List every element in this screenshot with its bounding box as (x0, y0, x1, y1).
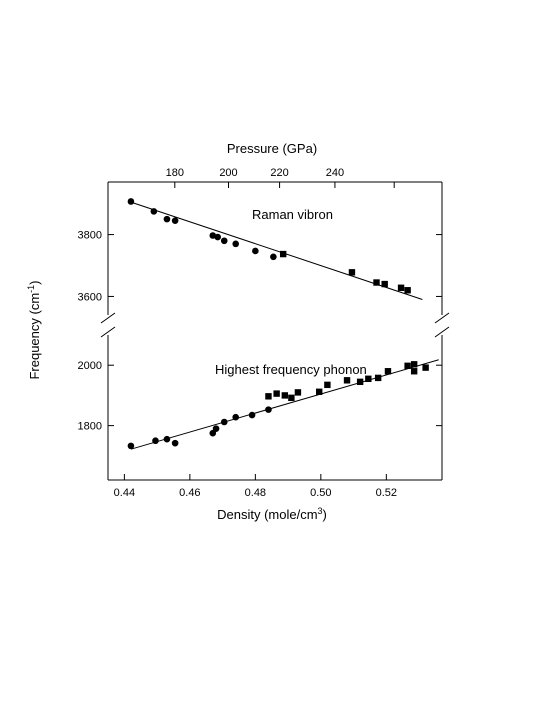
x-axis-title: Density (mole/cm3) (217, 506, 327, 522)
x-tick-label: 0.50 (310, 487, 331, 499)
data-point-circle (163, 435, 171, 443)
annotation-raman-vibron: Raman vibron (252, 207, 333, 222)
data-point-circle (270, 253, 277, 261)
x-axis-title-end: ) (323, 507, 327, 522)
data-point-square (373, 279, 380, 286)
x-tick-label: 0.48 (245, 487, 266, 499)
top-tick-label: 180 (166, 167, 184, 179)
data-point-square (356, 378, 364, 386)
data-point-square (404, 362, 411, 370)
y-tick-label: 1800 (78, 421, 102, 433)
data-point-square (365, 375, 372, 383)
data-point-square (422, 364, 429, 371)
annotation-highest-frequency-phonon: Highest frequency phonon (215, 362, 367, 377)
data-point-square (294, 389, 302, 396)
data-point-square (384, 368, 392, 375)
data-point-circle (171, 439, 179, 447)
y-axis-title-sup: -1 (26, 285, 36, 293)
break-mark-right-2 (434, 326, 450, 338)
y-tick-label: 3800 (78, 230, 102, 242)
x-tick-label: 0.52 (376, 487, 397, 499)
data-point-circle (152, 437, 159, 445)
data-point-square (288, 394, 295, 402)
data-point-circle (171, 217, 179, 224)
top-tick-label: 200 (219, 167, 237, 179)
fit-line (130, 359, 439, 450)
x-tick-label: 0.46 (179, 487, 200, 499)
data-point-circle (212, 425, 220, 432)
x-axis-title-main: Density (mole/cm (217, 507, 317, 522)
top-tick-label: 220 (270, 167, 288, 179)
break-mark-right-1 (434, 312, 450, 324)
data-point-circle (232, 413, 240, 421)
data-point-circle (209, 429, 217, 437)
data-point-square (348, 269, 356, 276)
data-point-square (381, 280, 388, 288)
data-point-circle (265, 406, 272, 413)
data-point-square (273, 390, 280, 397)
y-tick-label: 3600 (78, 291, 102, 303)
axis-ticks: 0.44 0.46 0.48 0.50 0.52 180 200 220 240 3600 3800… (78, 167, 442, 499)
data-point-circle (232, 240, 240, 248)
y-axis-title: Frequency (cm-1) (26, 280, 42, 379)
top-tick-label: 240 (326, 167, 344, 179)
data-point-square (410, 368, 418, 375)
data-point-square (279, 250, 287, 258)
data-point-circle (150, 208, 158, 215)
data-point-square (397, 284, 405, 291)
data-point-square (324, 381, 331, 389)
data-point-circle (220, 237, 228, 245)
data-point-circle (127, 198, 135, 205)
break-mark-left-1 (100, 312, 116, 324)
data-point-circle (220, 418, 228, 426)
data-point-circle (163, 215, 171, 223)
data-point-square (316, 388, 323, 395)
y-axis-title-end: ) (27, 280, 42, 284)
y-axis-title-main: Frequency (cm (27, 293, 42, 380)
data-marks (127, 198, 439, 450)
data-point-square (281, 392, 289, 399)
data-point-circle (252, 247, 259, 255)
x-axis-title-sup: 3 (318, 506, 323, 516)
data-point-square (410, 361, 418, 368)
data-point-square (265, 393, 272, 400)
break-mark-left-2 (100, 326, 116, 338)
data-point-circle (214, 233, 221, 241)
data-point-square (404, 287, 411, 294)
data-point-circle (127, 442, 135, 450)
top-axis-title: Pressure (GPa) (227, 141, 317, 156)
y-tick-label: 2000 (78, 360, 102, 372)
data-point-square (374, 374, 382, 382)
x-tick-label: 0.44 (114, 487, 135, 499)
data-point-circle (248, 411, 256, 419)
plot-frame (100, 181, 450, 481)
data-point-square (343, 377, 351, 384)
